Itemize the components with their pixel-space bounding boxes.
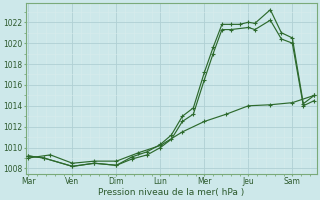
X-axis label: Pression niveau de la mer( hPa ): Pression niveau de la mer( hPa )	[98, 188, 244, 197]
